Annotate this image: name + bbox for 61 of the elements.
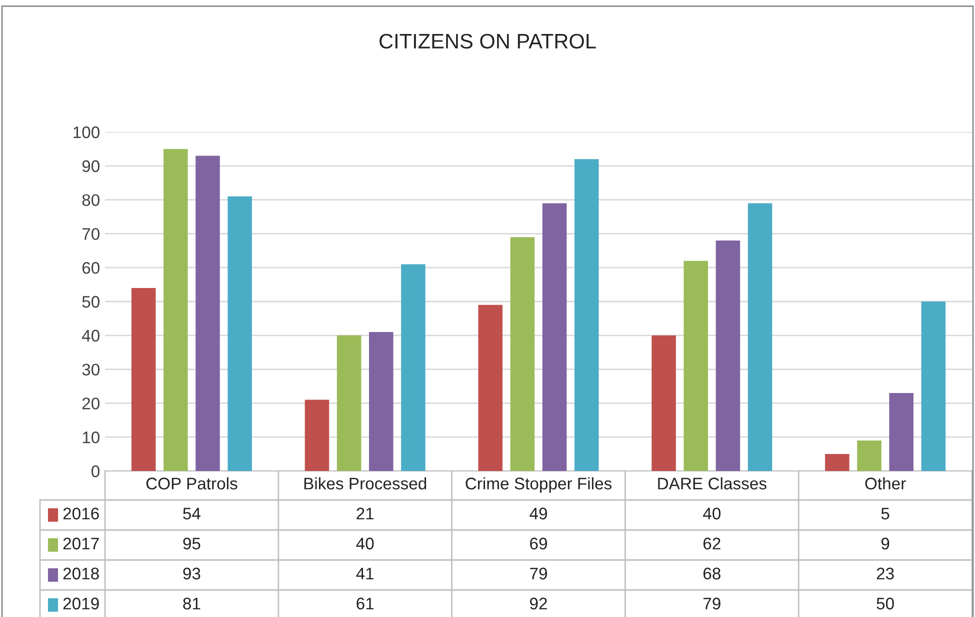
y-tick-label: 70 [82,228,100,240]
bar [478,304,503,471]
data-label: 68 [703,568,720,580]
data-label: 40 [703,508,721,520]
bar [336,335,362,471]
legend-label: 2017 [63,538,99,550]
data-label: 23 [876,568,894,580]
bar [684,260,708,471]
bar [228,196,252,471]
bar [542,203,567,471]
data-label: 40 [356,538,374,550]
data-label: 69 [530,538,547,550]
y-tick-label: 40 [82,330,100,342]
legend-label: 2018 [63,568,99,580]
bar [748,203,772,471]
data-label: 50 [876,598,894,610]
bar [196,156,220,471]
bar [164,148,188,471]
y-tick-label: 50 [82,296,100,308]
x-tick-label: Bikes Processed [304,477,426,490]
bar [574,159,599,471]
data-label: 61 [356,598,374,610]
data-label: 41 [356,568,374,580]
bar [857,440,882,471]
y-tick-label: 80 [82,194,100,206]
y-tick-label: 30 [82,364,100,376]
y-tick-label: 90 [82,160,100,172]
bar [921,302,946,471]
data-label: 79 [530,568,547,580]
bar [652,335,676,471]
bar [510,237,535,471]
data-label: 21 [356,508,374,520]
data-label: 9 [881,538,890,550]
data-label: 92 [530,598,547,610]
data-label: 79 [703,598,720,610]
x-tick-label: COP Patrols [146,477,238,490]
y-tick-label: 20 [82,398,100,410]
data-label: 81 [183,598,200,610]
legend-label: 2016 [63,508,99,520]
bar [825,454,850,471]
bar [131,288,156,471]
x-tick-label: Other [865,477,906,490]
x-tick-label: DARE Classes [658,477,766,490]
x-tick-label: Crime Stopper Files [466,477,612,493]
y-tick-label: 100 [74,126,100,138]
legend-label: 2019 [63,598,99,610]
y-tick-label: 60 [82,262,100,274]
y-tick-label: 0 [92,465,100,478]
bar [716,240,740,471]
data-label: 54 [183,508,200,520]
bar [304,400,330,471]
data-label: 95 [183,538,200,550]
data-label: 49 [530,508,547,520]
chart-title: CITIZENS ON PATROL [380,34,596,49]
bar [889,393,914,471]
y-tick-label: 10 [82,432,100,444]
data-label: 62 [703,538,720,550]
data-label: 93 [183,568,200,580]
data-label: 5 [881,508,890,520]
bar [401,264,426,471]
bar [369,332,394,471]
